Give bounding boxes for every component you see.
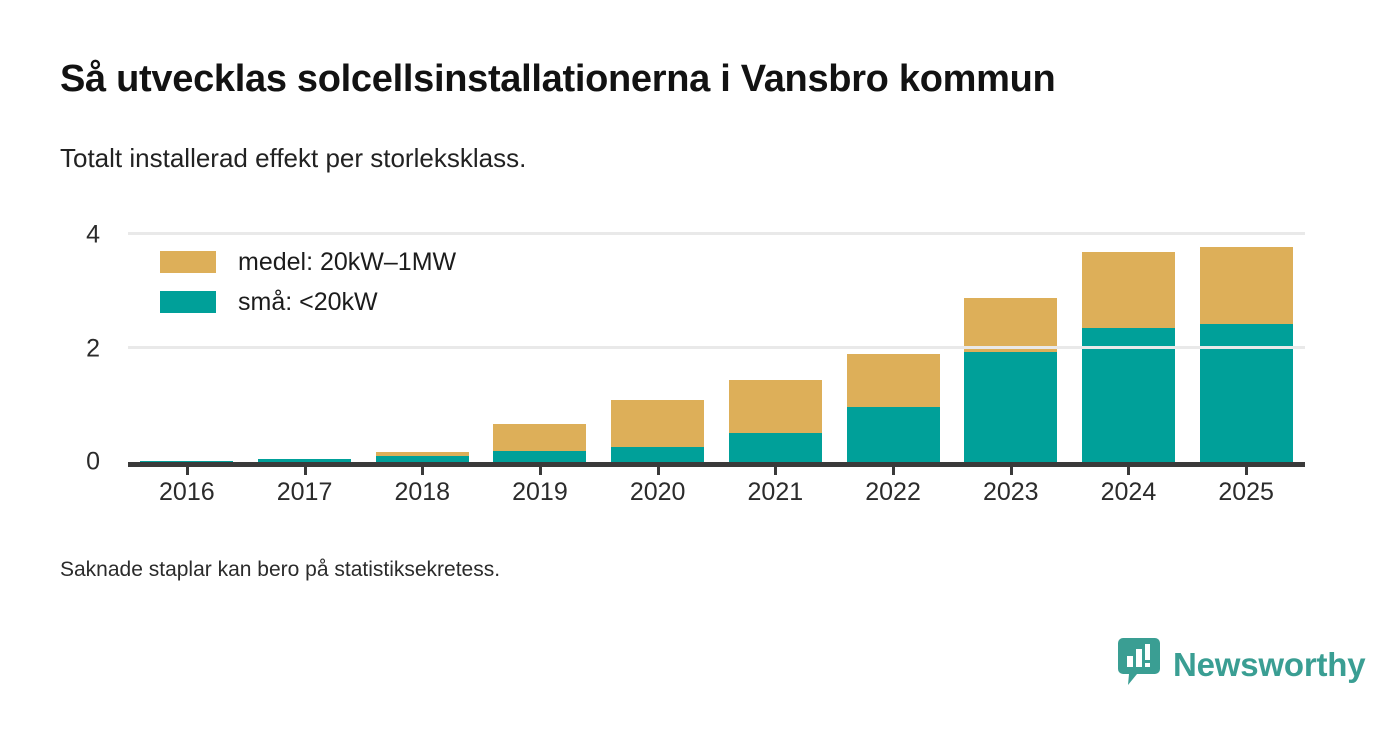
legend-swatch-medium <box>160 251 216 273</box>
bar-segment[interactable] <box>964 352 1058 462</box>
bar-segment[interactable] <box>728 432 822 462</box>
x-tick-mark <box>303 462 307 475</box>
bar-2023[interactable] <box>964 298 1058 462</box>
legend-label-medium: medel: 20kW–1MW <box>238 247 457 276</box>
legend-item-small[interactable]: små: <20kW <box>160 282 456 322</box>
legend-label-small: små: <20kW <box>238 287 378 316</box>
bar-2020[interactable] <box>611 399 705 462</box>
x-tick-label-2019: 2019 <box>512 478 568 506</box>
gridline-4 <box>128 232 1305 235</box>
y-tick-label: 0 <box>86 447 100 476</box>
x-tick-mark <box>1127 462 1131 475</box>
page-title: Så utvecklas solcellsinstallationerna i … <box>60 58 1056 100</box>
bar-segment[interactable] <box>846 406 940 462</box>
y-tick-label: 4 <box>86 220 100 249</box>
x-tick-label-2023: 2023 <box>982 478 1039 506</box>
bar-segment[interactable] <box>846 354 940 407</box>
bar-2025[interactable] <box>1199 246 1293 462</box>
bar-series-container <box>128 235 1305 462</box>
x-tick-mark <box>656 462 660 475</box>
bar-segment[interactable] <box>611 446 705 462</box>
x-tick-label-2016: 2016 <box>159 478 215 506</box>
gridline-2 <box>128 345 1305 349</box>
bar-segment[interactable] <box>1081 252 1175 328</box>
bar-segment[interactable] <box>1199 323 1293 462</box>
bar-2018[interactable] <box>375 452 469 462</box>
x-tick-mark <box>185 462 189 475</box>
bar-2024[interactable] <box>1081 252 1175 462</box>
x-tick-mark <box>1009 462 1013 475</box>
bar-segment[interactable] <box>1081 327 1175 462</box>
x-tick-label-2018: 2018 <box>394 478 451 506</box>
newsworthy-wordmark: Newsworthy <box>1173 645 1366 683</box>
x-tick-mark <box>538 462 542 475</box>
x-tick-label-2022: 2022 <box>865 478 921 506</box>
x-tick-mark <box>774 462 778 475</box>
x-tick-mark <box>892 462 896 475</box>
x-tick-mark <box>421 462 425 475</box>
bar-segment[interactable] <box>728 380 822 433</box>
bar-2022[interactable] <box>846 354 940 462</box>
bar-2016[interactable] <box>140 460 234 462</box>
x-tick-label-2017: 2017 <box>276 478 333 506</box>
bar-segment[interactable] <box>493 451 587 462</box>
legend-item-medium[interactable]: medel: 20kW–1MW <box>160 242 456 282</box>
x-tick-label-2024: 2024 <box>1100 478 1157 506</box>
bar-2021[interactable] <box>728 380 822 462</box>
bar-segment[interactable] <box>375 452 469 457</box>
x-axis-line <box>128 462 1305 467</box>
x-tick-label-2021: 2021 <box>747 478 804 506</box>
x-tick-label-2025: 2025 <box>1218 478 1274 506</box>
bar-segment[interactable] <box>493 423 587 452</box>
y-tick-label: 2 <box>86 334 100 362</box>
x-tick-mark <box>1245 462 1249 475</box>
legend-swatch-small <box>160 291 216 313</box>
chart-footnote: Saknade staplar kan bero på statistiksek… <box>60 558 501 581</box>
bar-segment[interactable] <box>375 456 469 462</box>
bar-2019[interactable] <box>493 423 587 462</box>
newsworthy-bar-chart-bubble-icon <box>1118 638 1160 691</box>
page-subtitle: Totalt installerad effekt per storlekskl… <box>60 143 527 173</box>
bar-segment[interactable] <box>1199 246 1293 324</box>
bar-segment[interactable] <box>964 298 1058 353</box>
bar-2017[interactable] <box>258 459 352 462</box>
plot-area <box>128 232 1305 467</box>
x-tick-label-2020: 2020 <box>629 478 686 506</box>
bar-segment[interactable] <box>258 459 352 462</box>
newsworthy-logo[interactable]: Newsworthy <box>1118 638 1366 691</box>
bar-segment[interactable] <box>140 460 234 462</box>
chart-legend: medel: 20kW–1MW små: <20kW <box>160 242 456 322</box>
bar-segment[interactable] <box>611 399 705 447</box>
